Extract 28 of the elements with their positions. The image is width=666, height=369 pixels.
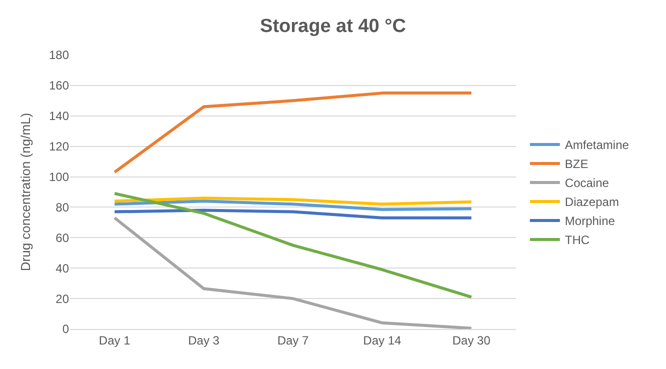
y-tick-label: 40 — [56, 261, 70, 276]
legend-label: Cocaine — [564, 176, 610, 190]
line-series — [113, 216, 473, 329]
y-tick-label: 100 — [48, 170, 70, 184]
y-tick-label: 80 — [56, 200, 70, 214]
legend-label: Diazepam — [564, 195, 619, 210]
x-tick-label: Day 30 — [452, 333, 491, 348]
x-tick-label: Day 7 — [277, 333, 309, 348]
y-tick-label: 180 — [48, 48, 70, 62]
y-tick-label: 140 — [48, 109, 70, 124]
line-series — [113, 196, 473, 206]
x-tick-label: Day 3 — [188, 333, 220, 348]
y-tick-label: 0 — [62, 322, 70, 336]
line-series — [113, 200, 473, 212]
x-tick-label: Day 1 — [98, 333, 131, 348]
y-tick-label: 160 — [48, 78, 70, 93]
x-tick-label: Day 14 — [363, 333, 402, 348]
legend-label: THC — [564, 233, 590, 248]
legend-label: Morphine — [564, 214, 616, 228]
line-series — [113, 92, 473, 174]
y-axis-title: Drug concentration (ng/mL) — [18, 112, 33, 272]
chart-title: Storage at 40 °C — [260, 16, 406, 37]
y-tick-label: 120 — [48, 140, 70, 154]
y-tick-label: 20 — [56, 292, 70, 306]
legend-label: Amfetamine — [564, 138, 630, 152]
line-series — [113, 192, 473, 299]
y-tick-label: 60 — [56, 230, 70, 245]
legend-label: BZE — [564, 157, 588, 172]
